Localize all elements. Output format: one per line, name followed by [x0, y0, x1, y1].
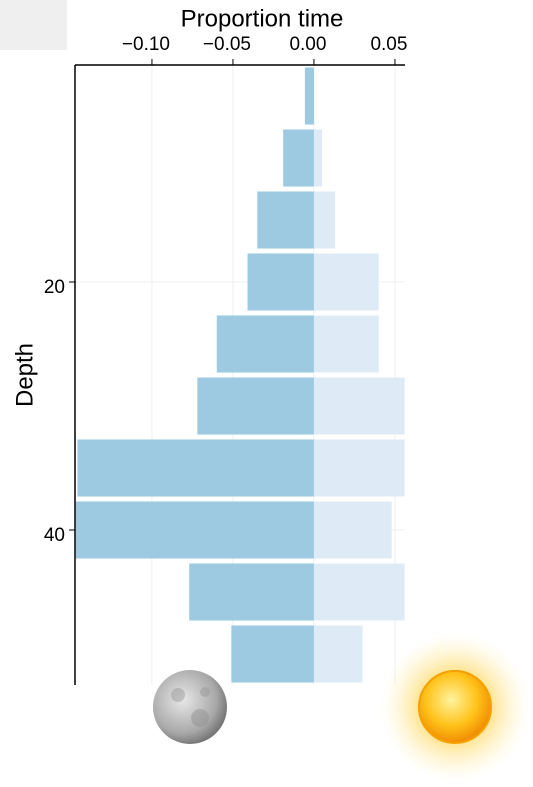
bar: [313, 253, 379, 311]
bar: [313, 501, 392, 559]
x-tick-label: −0.05: [203, 34, 251, 55]
bar: [313, 129, 323, 187]
corner-box: [0, 0, 67, 50]
bar: [189, 563, 314, 621]
bar: [313, 315, 379, 373]
y-tick-label: 40: [44, 525, 65, 546]
bar: [313, 377, 405, 435]
bar: [313, 625, 363, 683]
bar: [257, 191, 314, 249]
bar: [231, 625, 314, 683]
x-axis-title: Proportion time: [181, 5, 344, 32]
sun-icon: [380, 632, 530, 782]
bar: [197, 377, 314, 435]
bar: [77, 439, 314, 497]
bar: [247, 253, 314, 311]
moon-icon: [153, 670, 227, 744]
bar: [216, 315, 314, 373]
bar: [313, 563, 405, 621]
bar: [75, 501, 314, 559]
x-tick-label: −0.10: [122, 34, 170, 55]
bar: [283, 129, 314, 187]
y-tick-label: 20: [44, 277, 65, 298]
y-axis-title: Depth: [11, 343, 38, 407]
bar: [304, 67, 314, 125]
plot-area: −0.10 −0.05 0.00 0.05 20 40: [44, 34, 407, 685]
bar: [313, 191, 336, 249]
x-tick-label: 0.00: [289, 34, 326, 55]
x-tick-label: 0.05: [370, 34, 407, 55]
bar: [313, 439, 405, 497]
